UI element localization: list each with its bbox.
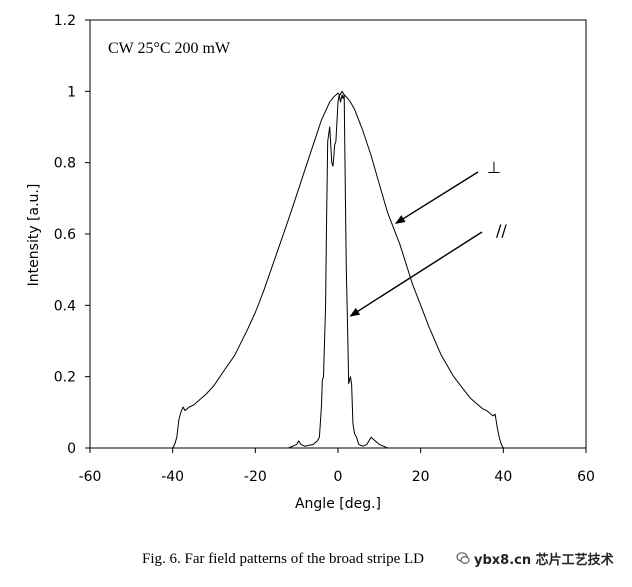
wechat-icon: [456, 552, 470, 564]
y-tick-label: 0.6: [54, 227, 76, 243]
y-tick-label: 0.8: [54, 156, 76, 172]
x-tick-label: 60: [577, 469, 595, 485]
ticks-layer: [85, 19, 587, 453]
watermark: ybx8.cn 芯片工艺技术: [452, 548, 618, 568]
y-tick-label: 0: [67, 441, 76, 457]
annotation-layer: ⊥ //: [349, 158, 507, 317]
x-tick-label: -40: [161, 469, 184, 485]
figure-caption: Fig. 6. Far field patterns of the broad …: [142, 551, 425, 567]
watermark-text: ybx8.cn 芯片工艺技术: [474, 552, 614, 568]
plot-frame: [89, 19, 587, 449]
x-tick-label: 40: [494, 469, 512, 485]
perpendicular-annotation-label: ⊥: [487, 158, 501, 177]
y-tick-label: 1: [67, 84, 76, 100]
y-tick-label: 1.2: [54, 13, 76, 29]
parallel-annotation-label: //: [496, 221, 507, 240]
tick-label-layer: -60 -40 -20 0 20 40 60 0 0.2 0.4 0.6 0.8 1 1.2: [54, 13, 595, 485]
x-tick-label: 20: [412, 469, 430, 485]
x-tick-label: -60: [79, 469, 102, 485]
y-tick-label: 0.2: [54, 370, 76, 386]
y-axis-label: Intensity [a.u.]: [26, 184, 42, 287]
condition-label: CW 25°C 200 mW: [108, 40, 231, 57]
series-line-parallel: [131, 94, 545, 449]
series-line-perpendicular: [131, 90, 545, 449]
x-axis-label: Angle [deg.]: [295, 496, 381, 512]
x-tick-label: 0: [334, 469, 343, 485]
x-tick-label: -20: [244, 469, 267, 485]
parallel-annotation-arrow: [349, 231, 483, 317]
perpendicular-annotation-arrow: [395, 171, 479, 224]
series-layer: [131, 90, 545, 449]
y-tick-label: 0.4: [54, 298, 76, 314]
